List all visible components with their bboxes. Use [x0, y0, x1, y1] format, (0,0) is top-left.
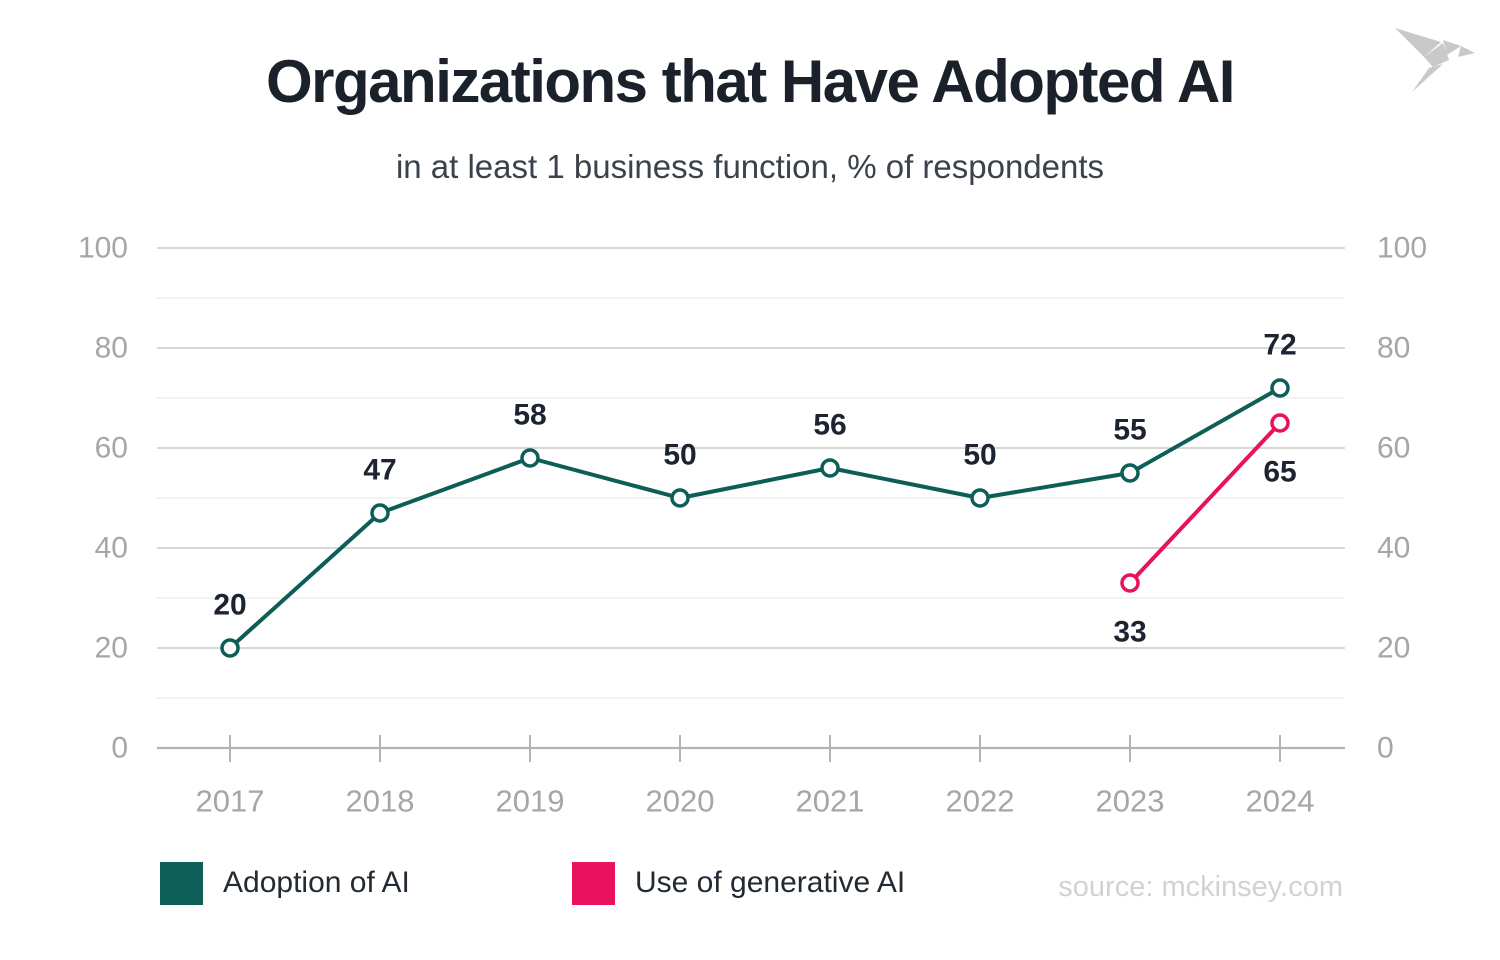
- logo-wing: [1395, 28, 1441, 57]
- legend-label-use-of-generative-ai: Use of generative AI: [635, 866, 906, 899]
- use-of-generative-ai-value-label: 33: [1113, 616, 1146, 649]
- adoption-of-ai-marker: [970, 488, 990, 508]
- adoption-of-ai-value-label: 56: [813, 409, 846, 442]
- x-axis-label: 2021: [796, 784, 865, 819]
- y-axis-label-right: 20: [1377, 632, 1410, 665]
- y-axis-label-left: 40: [95, 532, 128, 565]
- x-axis-label: 2022: [946, 784, 1015, 819]
- legend-item-adoption-of-ai: Adoption of AI: [160, 861, 410, 905]
- y-axis-label-left: 60: [95, 432, 128, 465]
- adoption-of-ai-marker: [1270, 378, 1290, 398]
- adoption-of-ai-marker: [670, 488, 690, 508]
- use-of-generative-ai-marker: [1120, 573, 1140, 593]
- adoption-of-ai-marker: [1120, 463, 1140, 483]
- y-axis-label-right: 100: [1377, 232, 1427, 265]
- logo-tail: [1412, 64, 1443, 92]
- y-axis-label-left: 80: [95, 332, 128, 365]
- x-axis-label: 2019: [496, 784, 565, 819]
- x-axis-label: 2024: [1246, 784, 1315, 819]
- y-axis-label-right: 80: [1377, 332, 1410, 365]
- logo-beak: [1458, 46, 1475, 57]
- chart-subtitle: in at least 1 business function, % of re…: [395, 148, 1105, 185]
- adoption-of-ai-marker: [220, 638, 240, 658]
- legend-label-adoption-of-ai: Adoption of AI: [223, 866, 410, 899]
- adoption-of-ai-value-label: 47: [363, 454, 396, 487]
- chart-title: Organizations that Have Adopted AI: [266, 48, 1235, 115]
- x-axis-label: 2020: [646, 784, 715, 819]
- adoption-of-ai-value-label: 72: [1263, 329, 1296, 362]
- y-axis-label-left: 0: [111, 732, 128, 765]
- adoption-of-ai-value-label: 58: [513, 399, 546, 432]
- logo-head: [1443, 40, 1461, 55]
- x-axis-label: 2017: [196, 784, 265, 819]
- adoption-of-ai-marker: [820, 458, 840, 478]
- source-attribution: source: mckinsey.com: [1058, 871, 1343, 903]
- use-of-generative-ai-value-label: 65: [1263, 456, 1296, 489]
- y-axis-label-right: 60: [1377, 432, 1410, 465]
- adoption-of-ai-marker: [370, 503, 390, 523]
- adoption-of-ai-value-label: 50: [963, 439, 996, 472]
- y-axis-label-left: 20: [95, 632, 128, 665]
- y-axis-label-right: 40: [1377, 532, 1410, 565]
- legend-item-use-of-generative-ai: Use of generative AI: [572, 861, 905, 905]
- y-axis-label-right: 0: [1377, 732, 1394, 765]
- adoption-of-ai-line: [228, 386, 1282, 650]
- adoption-of-ai-value-label: 55: [1113, 414, 1146, 447]
- y-axis-label-left: 100: [78, 232, 128, 265]
- legend-swatch-adoption-of-ai: [160, 861, 203, 905]
- legend-swatch-use-of-generative-ai: [572, 861, 615, 905]
- x-axis-label: 2018: [346, 784, 415, 819]
- use-of-generative-ai-marker: [1270, 413, 1290, 433]
- use-of-generative-ai-line: [1128, 421, 1282, 585]
- x-axis-label: 2023: [1096, 784, 1165, 819]
- adoption-of-ai-marker: [520, 448, 540, 468]
- origami-bird-icon: [1395, 28, 1475, 92]
- adoption-of-ai-value-label: 50: [663, 439, 696, 472]
- adoption-of-ai-value-label: 20: [213, 589, 246, 622]
- logo-body: [1424, 43, 1449, 67]
